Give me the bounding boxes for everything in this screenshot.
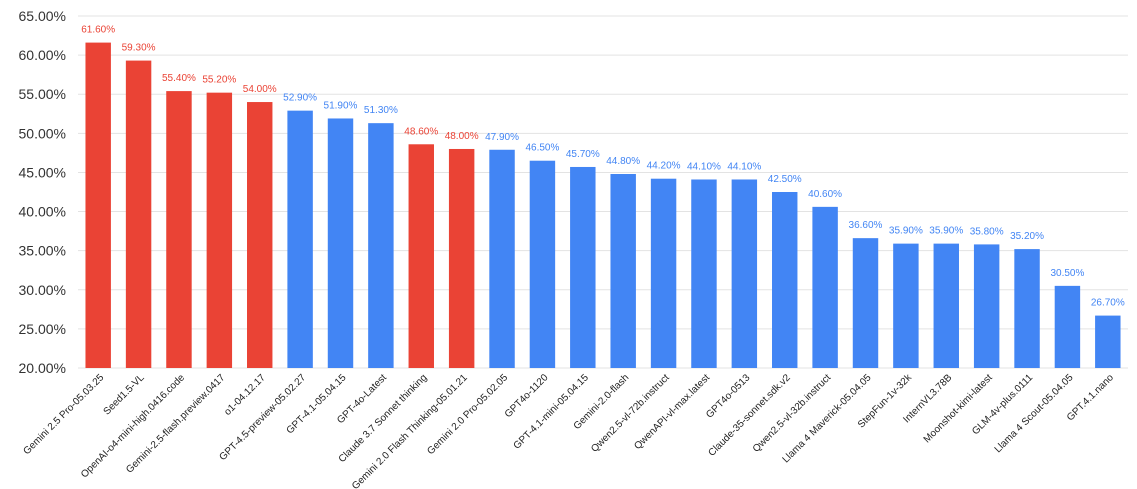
x-tick-label: Qwen2.5-vl-72b.instruct bbox=[589, 372, 672, 455]
y-tick-label: 25.00% bbox=[19, 321, 66, 337]
x-tick-label: Qwen2.5-vl-32b.instruct bbox=[751, 372, 834, 455]
gridlines bbox=[78, 15, 1128, 369]
data-label: 35.20% bbox=[1010, 231, 1044, 242]
bar bbox=[812, 206, 838, 368]
y-tick-label: 20.00% bbox=[19, 360, 66, 376]
bar bbox=[448, 148, 475, 368]
bar bbox=[85, 42, 111, 369]
data-label: 51.30% bbox=[364, 105, 398, 116]
x-tick-label: Gemini 2.0 Pro-05.02.05 bbox=[425, 372, 510, 457]
x-tick-label: Moonshot-kimi-latest bbox=[922, 372, 995, 445]
bar bbox=[327, 118, 354, 369]
data-label: 35.90% bbox=[929, 226, 963, 237]
data-label: 35.80% bbox=[970, 226, 1004, 237]
x-tick-label: QwenAPI-vl-max.latest bbox=[632, 372, 712, 452]
data-label: 44.10% bbox=[687, 161, 721, 172]
bar bbox=[852, 238, 879, 368]
bar bbox=[368, 123, 394, 368]
data-label: 44.10% bbox=[727, 161, 761, 172]
data-label: 35.90% bbox=[889, 226, 923, 237]
x-tick-label: Llama 4 Scout-05.04.05 bbox=[993, 372, 1076, 455]
data-label: 44.80% bbox=[606, 156, 640, 167]
y-tick-label: 40.00% bbox=[19, 204, 66, 220]
data-label: 36.60% bbox=[849, 220, 883, 231]
data-label: 55.20% bbox=[202, 75, 236, 86]
x-tick-label: Claude-35-sonnet.sdk.v2 bbox=[706, 372, 793, 459]
data-labels: 61.60% 59.30% 55.40% 55.20% 54.00% 52.90% 51.9… bbox=[81, 25, 1125, 309]
data-label: 61.60% bbox=[81, 25, 115, 36]
data-label: 48.00% bbox=[445, 131, 479, 142]
bar bbox=[1054, 285, 1081, 368]
data-label: 59.30% bbox=[122, 43, 156, 54]
x-tick-label: GPT-4.1-mini-05.04.15 bbox=[512, 372, 592, 452]
bar bbox=[610, 174, 636, 368]
data-label: 40.60% bbox=[808, 189, 842, 200]
bars bbox=[85, 42, 1121, 369]
bar bbox=[489, 149, 515, 368]
bar bbox=[287, 110, 313, 368]
bar bbox=[1014, 249, 1040, 368]
data-label: 47.90% bbox=[485, 132, 519, 143]
bar bbox=[893, 243, 919, 368]
y-axis-ticks: 20.00% 25.00% 30.00% 35.00% 40.00% 45.00% 50.0… bbox=[19, 8, 66, 376]
bar bbox=[691, 179, 717, 368]
bar bbox=[973, 244, 1000, 368]
bar bbox=[408, 144, 434, 368]
y-tick-label: 55.00% bbox=[19, 86, 66, 102]
data-label: 48.60% bbox=[404, 126, 438, 137]
data-label: 44.20% bbox=[647, 161, 681, 172]
bar bbox=[125, 60, 152, 368]
data-label: 52.90% bbox=[283, 93, 317, 104]
y-tick-label: 45.00% bbox=[19, 164, 66, 180]
data-label: 45.70% bbox=[566, 149, 600, 160]
x-tick-label: Gemini 2.5 Pro-05.03.25 bbox=[21, 372, 106, 457]
data-label: 55.40% bbox=[162, 73, 196, 84]
bar bbox=[650, 178, 677, 368]
bar bbox=[933, 243, 959, 368]
bar bbox=[570, 166, 596, 368]
bar bbox=[166, 91, 192, 369]
y-tick-label: 35.00% bbox=[19, 243, 66, 259]
bar bbox=[206, 92, 233, 368]
data-label: 54.00% bbox=[243, 84, 277, 95]
data-label: 51.90% bbox=[324, 100, 358, 111]
y-tick-label: 30.00% bbox=[19, 282, 66, 298]
data-label: 42.50% bbox=[768, 174, 802, 185]
bar bbox=[247, 102, 273, 369]
bar bbox=[772, 192, 798, 368]
y-tick-label: 65.00% bbox=[19, 8, 66, 24]
data-label: 26.70% bbox=[1091, 298, 1125, 309]
x-axis-ticks: Gemini 2.5 Pro-05.03.25Seed1.5-VLOpenAI-… bbox=[21, 372, 1116, 489]
bar bbox=[529, 160, 556, 368]
bar bbox=[731, 179, 758, 368]
bar bbox=[1095, 315, 1121, 368]
data-label: 30.50% bbox=[1050, 268, 1084, 279]
data-label: 46.50% bbox=[525, 143, 559, 154]
y-tick-label: 60.00% bbox=[19, 47, 66, 63]
y-tick-label: 50.00% bbox=[19, 125, 66, 141]
